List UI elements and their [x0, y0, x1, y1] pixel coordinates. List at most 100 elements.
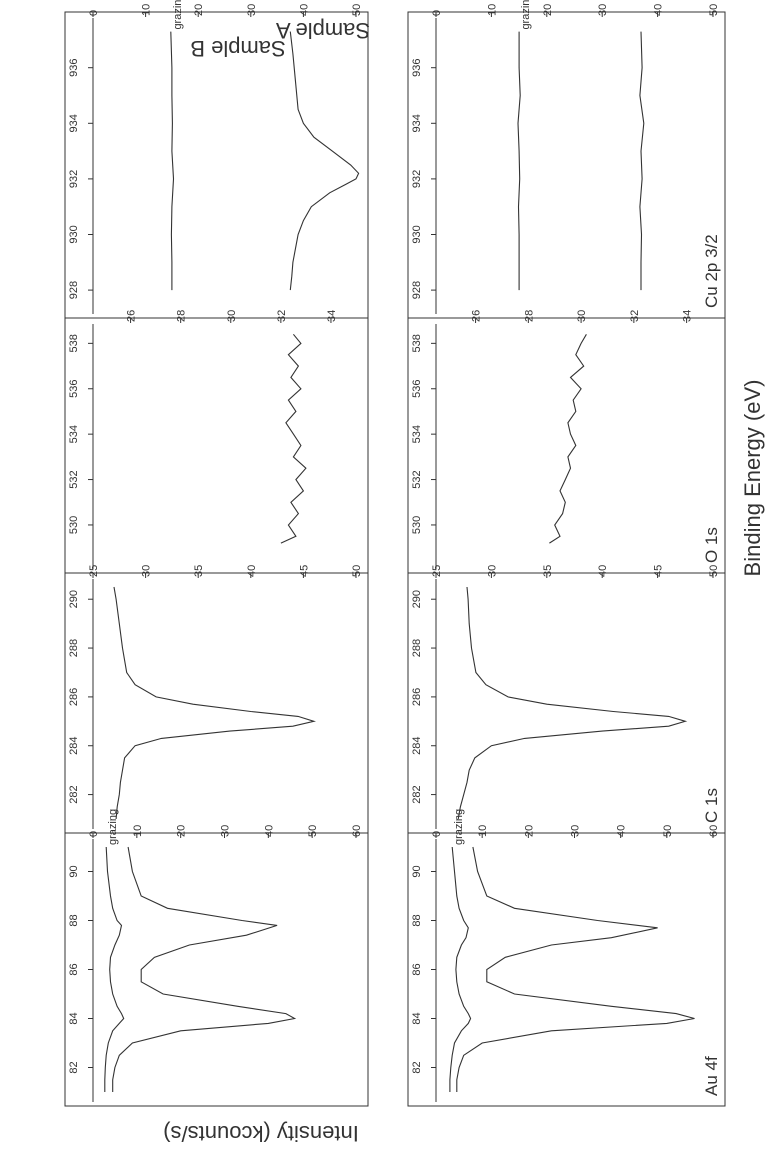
x-tick-label: 88	[68, 914, 80, 926]
y-tick-label: 28	[176, 310, 188, 322]
y-tick-label: 20	[542, 4, 554, 16]
panel-o-1s-b: 538 536 534 532 530 26 28 30 32 34	[64, 310, 369, 574]
panel-frame	[407, 572, 726, 834]
y-tick-label: 45	[298, 565, 310, 577]
y-tick-label: 20	[176, 825, 188, 837]
y-tick-label: 60	[351, 825, 363, 837]
y-tick-label: 10	[141, 4, 153, 16]
x-tick-label: 530	[411, 516, 423, 534]
x-tick-label: 930	[68, 225, 80, 243]
y-tick-label: 0	[88, 10, 100, 16]
panel-grid: 90 88 86 84 82 0 10 20 30 40 50 60 grazing Au 4f 290 28…	[64, 0, 726, 1107]
x-tick-label: 534	[411, 425, 423, 443]
panel-frame	[407, 11, 726, 319]
series-line-1	[289, 31, 360, 291]
x-tick-label: 90	[411, 865, 423, 877]
x-tick-label: 290	[411, 590, 423, 608]
y-tick-label: 10	[486, 4, 498, 16]
y-tick-label: 0	[431, 831, 443, 837]
x-tick-label: 532	[68, 470, 80, 488]
y-tick-label: 0	[431, 10, 443, 16]
y-tick-label: 40	[263, 825, 275, 837]
y-tick-label: 40	[653, 4, 665, 16]
annotation-label: grazing	[107, 809, 119, 845]
y-tick-label: 32	[629, 310, 641, 322]
series-line-1	[639, 31, 645, 291]
x-tick-label: 936	[68, 59, 80, 77]
y-tick-label: 30	[597, 4, 609, 16]
x-tick-label: 936	[411, 59, 423, 77]
x-tick-label: 286	[411, 688, 423, 706]
x-tick-label: 282	[68, 785, 80, 803]
x-tick-label: 928	[68, 281, 80, 299]
sample-b-label: Sample B	[190, 36, 285, 61]
y-tick-label: 28	[523, 310, 535, 322]
panel-title: Au 4f	[702, 1056, 721, 1096]
y-tick-label: 45	[653, 565, 665, 577]
x-tick-label: 536	[68, 380, 80, 398]
panel-title: O 1s	[702, 527, 721, 563]
panel-title: Cu 2p 3/2	[702, 234, 721, 308]
y-tick-label: 50	[351, 4, 363, 16]
panel-cu-2p-3-2-a: 936 934 932 930 928 0 10 20 30 40 50 grazing Cu 2p 3…	[407, 0, 726, 319]
panel-au-4f-a: 90 88 86 84 82 0 10 20 30 40 50 60 grazing Au 4f	[407, 809, 726, 1107]
x-tick-label: 288	[68, 639, 80, 657]
panel-c-1s-b: 290 288 286 284 282 25 30 35 40 45 50	[64, 565, 369, 834]
x-tick-label: 286	[68, 688, 80, 706]
sample-a-label: Sample A	[276, 18, 370, 43]
y-tick-label: 50	[307, 825, 319, 837]
y-tick-label: 60	[708, 825, 720, 837]
y-tick-label: 0	[88, 831, 100, 837]
x-tick-label: 88	[411, 914, 423, 926]
y-tick-label: 30	[570, 825, 582, 837]
series-line-1	[113, 586, 316, 820]
y-tick-label: 30	[141, 565, 153, 577]
panel-frame	[64, 317, 369, 574]
y-tick-label: 26	[471, 310, 483, 322]
y-tick-label: 25	[431, 565, 443, 577]
y-tick-label: 40	[616, 825, 628, 837]
x-tick-label: 934	[411, 114, 423, 132]
panel-frame	[64, 572, 369, 834]
panel-frame	[64, 11, 369, 319]
x-tick-label: 932	[68, 170, 80, 188]
y-tick-label: 35	[193, 565, 205, 577]
annotation-label: grazing	[520, 0, 532, 30]
y-tick-label: 35	[542, 565, 554, 577]
y-tick-label: 10	[132, 825, 144, 837]
x-tick-label: 284	[68, 737, 80, 755]
panel-cu-2p-3-2-b: 936 934 932 930 928 0 10 20 30 40 50 grazing	[64, 0, 369, 319]
series-line-2	[449, 846, 472, 1092]
x-tick-label: 538	[411, 334, 423, 352]
series-line-2	[104, 846, 125, 1092]
y-tick-label: 32	[276, 310, 288, 322]
y-tick-label: 50	[708, 4, 720, 16]
x-tick-label: 290	[68, 590, 80, 608]
x-tick-label: 532	[411, 470, 423, 488]
panel-c-1s-a: 290 288 286 284 282 25 30 35 40 45 50 C 1s	[407, 565, 726, 834]
annotation-label: grazing	[172, 0, 184, 30]
y-tick-label: 30	[220, 825, 232, 837]
y-tick-label: 30	[486, 565, 498, 577]
series-line-1	[457, 586, 688, 820]
series-line-1	[549, 334, 587, 544]
x-tick-label: 82	[411, 1061, 423, 1073]
panel-frame	[64, 832, 369, 1107]
series-line-1	[280, 333, 307, 544]
series-line-2	[170, 31, 175, 291]
y-tick-label: 20	[523, 825, 535, 837]
x-tick-label: 288	[411, 639, 423, 657]
x-tick-label: 82	[68, 1061, 80, 1073]
y-tick-label: 20	[193, 4, 205, 16]
y-tick-label: 25	[88, 565, 100, 577]
x-tick-label: 530	[68, 516, 80, 534]
y-tick-label: 50	[708, 565, 720, 577]
x-tick-label: 934	[68, 114, 80, 132]
y-tick-label: 50	[351, 565, 363, 577]
y-axis-label: Intensity (kcounts/s)	[163, 1121, 359, 1146]
y-tick-label: 30	[246, 4, 258, 16]
panel-title: C 1s	[702, 788, 721, 823]
x-tick-label: 84	[411, 1012, 423, 1024]
series-line-1	[112, 846, 297, 1092]
